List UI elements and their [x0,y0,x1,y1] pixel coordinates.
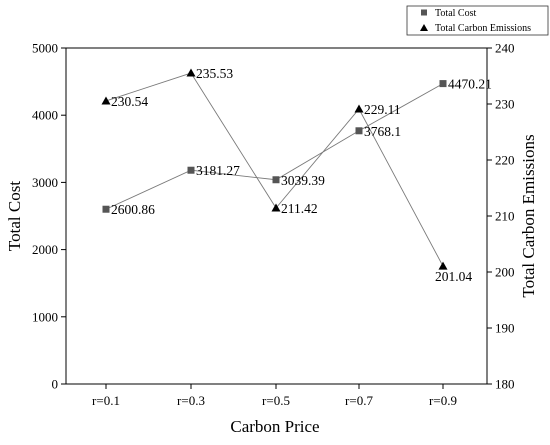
x-tick-label: r=0.3 [177,393,205,408]
right-y-tick-label: 240 [495,41,515,56]
data-point-triangle [186,68,196,77]
legend-entry-total-cost: Total Cost [421,8,476,19]
right-y-tick-label: 190 [495,321,515,336]
data-label-total-cost: 3039.39 [281,173,325,188]
legend-triangle-marker [420,24,428,31]
data-label-total-carbon-emissions: 229.11 [364,102,401,117]
data-point-triangle [438,261,448,270]
data-labels: 2600.86 3181.27 3039.39 3768.1 4470.21 230.54… [111,66,492,284]
legend: Total Cost Total Carbon Emissions [406,5,549,36]
legend-box [406,5,549,36]
right-y-tick-label: 230 [495,97,515,112]
x-tick-label: r=0.1 [92,393,120,408]
data-point-triangle [354,104,364,113]
x-tick-label: r=0.7 [345,393,373,408]
data-label-total-carbon-emissions: 230.54 [111,94,148,109]
legend-entry-total-carbon-emissions: Total Carbon Emissions [420,23,531,34]
x-tick-label: r=0.9 [429,393,457,408]
axes: 0100020003000400050001801902002102202302… [32,41,515,409]
right-y-tick-label: 180 [495,377,515,392]
left-y-tick-label: 5000 [32,41,58,56]
x-axis-title: Carbon Price [230,417,319,436]
data-point-square [355,127,363,135]
data-point-triangle [101,96,111,105]
right-y-tick-label: 220 [495,153,515,168]
data-label-total-cost: 3768.1 [364,124,401,139]
data-label-total-cost: 2600.86 [111,202,155,217]
data-point-triangle [271,203,281,212]
series-markers [101,68,448,270]
left-y-tick-label: 2000 [32,242,58,257]
right-y-tick-label: 210 [495,209,515,224]
data-label-total-carbon-emissions: 211.42 [281,201,318,216]
data-point-square [187,166,195,174]
x-tick-label: r=0.5 [262,393,290,408]
left-y-tick-label: 4000 [32,108,58,123]
data-label-total-cost: 3181.27 [196,163,240,178]
data-point-square [102,205,110,213]
data-point-square [272,176,280,184]
legend-label-total-carbon-emissions: Total Carbon Emissions [435,23,531,34]
legend-label-total-cost: Total Cost [435,8,476,19]
left-y-tick-label: 0 [52,377,59,392]
right-y-axis-title: Total Carbon Emissions [519,134,538,297]
right-y-tick-label: 200 [495,265,515,280]
data-label-total-carbon-emissions: 235.53 [196,66,233,81]
left-y-axis-title: Total Cost [5,181,24,251]
left-y-tick-label: 1000 [32,309,58,324]
data-point-square [439,80,447,88]
legend-square-marker [421,9,427,16]
data-label-total-cost: 4470.21 [448,77,492,92]
data-label-total-carbon-emissions: 201.04 [435,269,472,284]
left-y-tick-label: 3000 [32,175,58,190]
